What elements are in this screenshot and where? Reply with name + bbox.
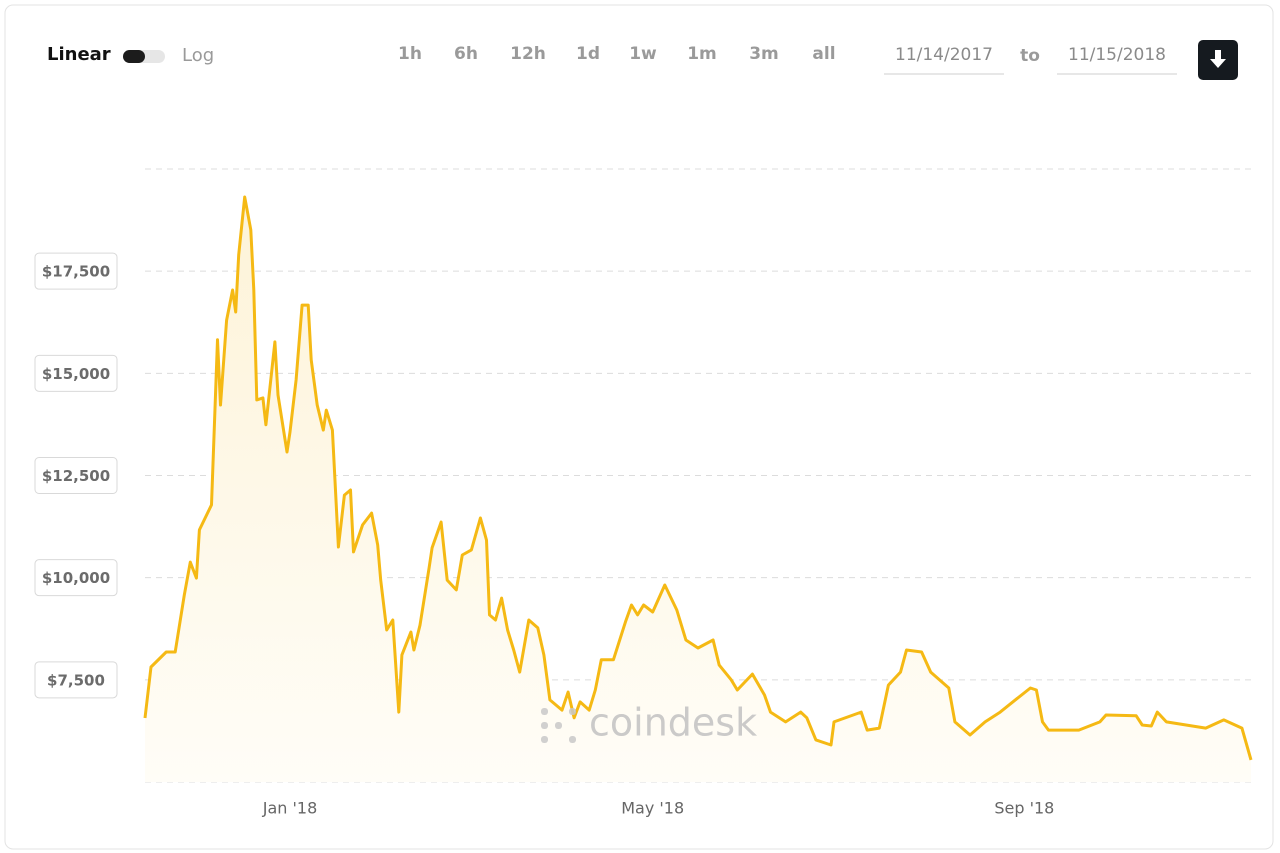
- range-button[interactable]: 12h: [510, 44, 546, 64]
- y-tick-label: $15,000: [42, 365, 110, 383]
- range-button[interactable]: all: [812, 44, 835, 64]
- scale-log[interactable]: Log: [182, 45, 214, 66]
- range-button[interactable]: 1d: [576, 44, 600, 64]
- y-tick-box: [34, 559, 118, 597]
- watermark: coindesk: [541, 701, 757, 745]
- plot: $7,500 $10,000 $12,500 $15,000 $17,500 Jan '1…: [34, 168, 1253, 818]
- date-to[interactable]: 11/15/2018: [1068, 45, 1166, 65]
- date-from[interactable]: 11/14/2017: [895, 45, 993, 65]
- range-button[interactable]: 6h: [454, 44, 478, 64]
- x-tick-label: Jan '18: [262, 799, 318, 818]
- range-button[interactable]: 1h: [398, 44, 422, 64]
- x-tick-label: May '18: [621, 799, 684, 818]
- scale-linear[interactable]: Linear: [47, 44, 111, 65]
- download-button[interactable]: [1198, 40, 1238, 80]
- y-tick-box: [34, 252, 118, 290]
- range-button[interactable]: 1w: [629, 44, 657, 64]
- y-tick-label: $17,500: [42, 263, 110, 281]
- y-tick-box: [34, 661, 118, 699]
- y-tick-box: [34, 457, 118, 494]
- range-button[interactable]: 3m: [749, 44, 779, 64]
- watermark-text: coindesk: [589, 701, 757, 745]
- range-button[interactable]: 1m: [687, 44, 717, 64]
- y-tick-label: $12,500: [42, 467, 110, 485]
- y-tick-label: $7,500: [47, 671, 105, 689]
- y-tick-label: $10,000: [42, 569, 110, 587]
- scale-toggle[interactable]: [123, 50, 165, 63]
- date-to-word: to: [1020, 46, 1040, 66]
- price-area: [145, 197, 1251, 782]
- x-tick-label: Sep '18: [994, 799, 1054, 818]
- y-tick-box: [34, 354, 118, 392]
- price-line: [143, 195, 1253, 761]
